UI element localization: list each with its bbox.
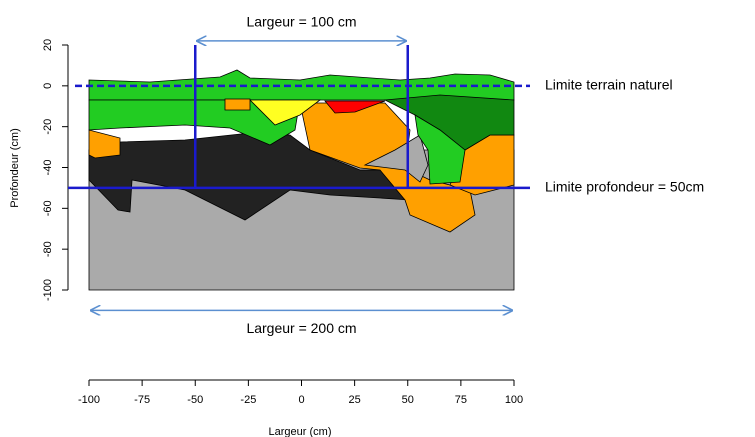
y-tick-label: -20 (42, 119, 54, 135)
annotation-label: Largeur = 100 cm (246, 14, 356, 30)
y-tick-label: -40 (42, 160, 54, 176)
x-axis-label: Largeur (cm) (269, 426, 332, 437)
y-tick-label: 20 (42, 39, 54, 51)
y-tick-label: -100 (42, 279, 54, 301)
x-tick-label: -100 (78, 394, 100, 406)
x-tick-label: 75 (455, 394, 467, 406)
annotation-label: Limite terrain naturel (545, 77, 673, 93)
orange-pocket (225, 99, 250, 110)
annotation-label: Limite profondeur = 50cm (545, 179, 704, 195)
y-axis-label: Profondeur (cm) (9, 128, 21, 207)
y-tick-label: 0 (42, 83, 54, 89)
annotation-label: Largeur = 200 cm (246, 320, 356, 336)
y-tick-label: -80 (42, 241, 54, 257)
chart: Largeur (cm) Profondeur (cm) -100 -80 -60 -… (0, 0, 755, 437)
y-tick-label: -60 (42, 200, 54, 216)
x-tick-label: 0 (298, 394, 304, 406)
x-tick-label: 100 (505, 394, 523, 406)
x-tick-label: -50 (187, 394, 203, 406)
x-tick-label: 25 (349, 394, 361, 406)
orange-pocket-left (89, 130, 120, 158)
x-tick-label: -75 (134, 394, 150, 406)
soil-layers (89, 70, 514, 290)
x-tick-label: 50 (402, 394, 414, 406)
x-tick-label: -25 (240, 394, 256, 406)
